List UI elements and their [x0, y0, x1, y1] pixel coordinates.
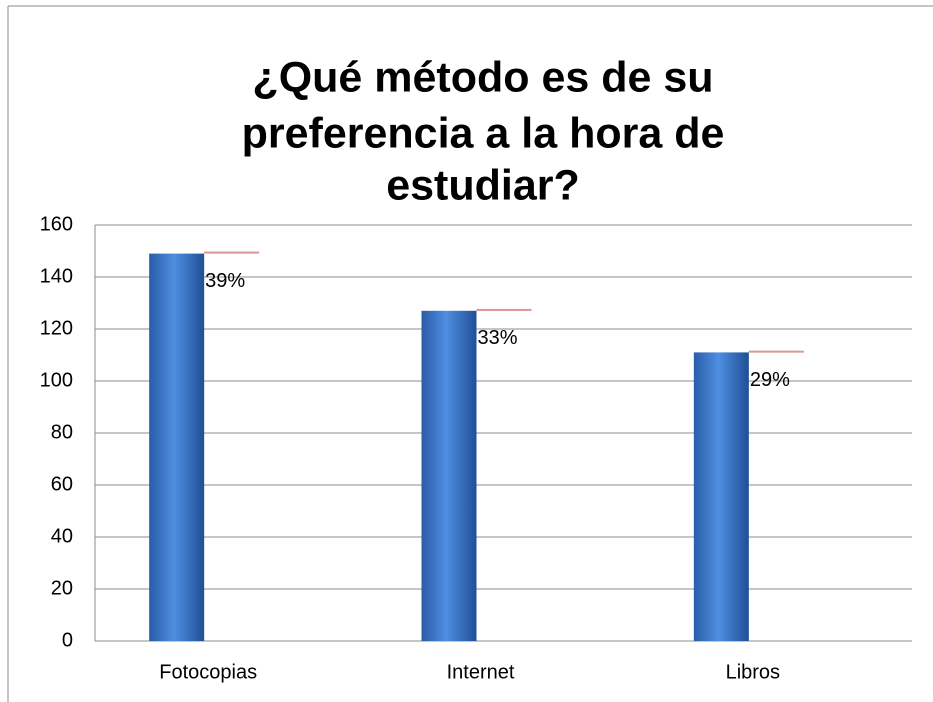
bar	[421, 310, 477, 641]
chart-title: estudiar?	[386, 161, 580, 209]
bar	[748, 350, 804, 353]
x-tick-label: Internet	[447, 661, 515, 683]
y-tick-label: 20	[51, 577, 73, 599]
y-tick-label: 0	[62, 629, 73, 651]
bar	[149, 253, 205, 641]
data-label: 33%	[478, 327, 518, 349]
chart-title: preferencia a la hora de	[242, 109, 725, 157]
bar	[693, 352, 749, 641]
data-label: 29%	[750, 369, 790, 391]
x-tick-label: Fotocopias	[159, 661, 257, 683]
y-tick-label: 100	[40, 369, 73, 391]
y-tick-label: 60	[51, 473, 73, 495]
y-tick-label: 40	[51, 525, 73, 547]
data-label: 39%	[205, 270, 245, 292]
y-tick-label: 160	[40, 213, 73, 235]
bar	[476, 308, 532, 311]
bar	[204, 251, 260, 254]
y-tick-label: 140	[40, 265, 73, 287]
chart-title: ¿Qué método es de su	[252, 53, 713, 101]
x-tick-label: Libros	[726, 661, 780, 683]
y-tick-label: 120	[40, 317, 73, 339]
y-tick-label: 80	[51, 421, 73, 443]
